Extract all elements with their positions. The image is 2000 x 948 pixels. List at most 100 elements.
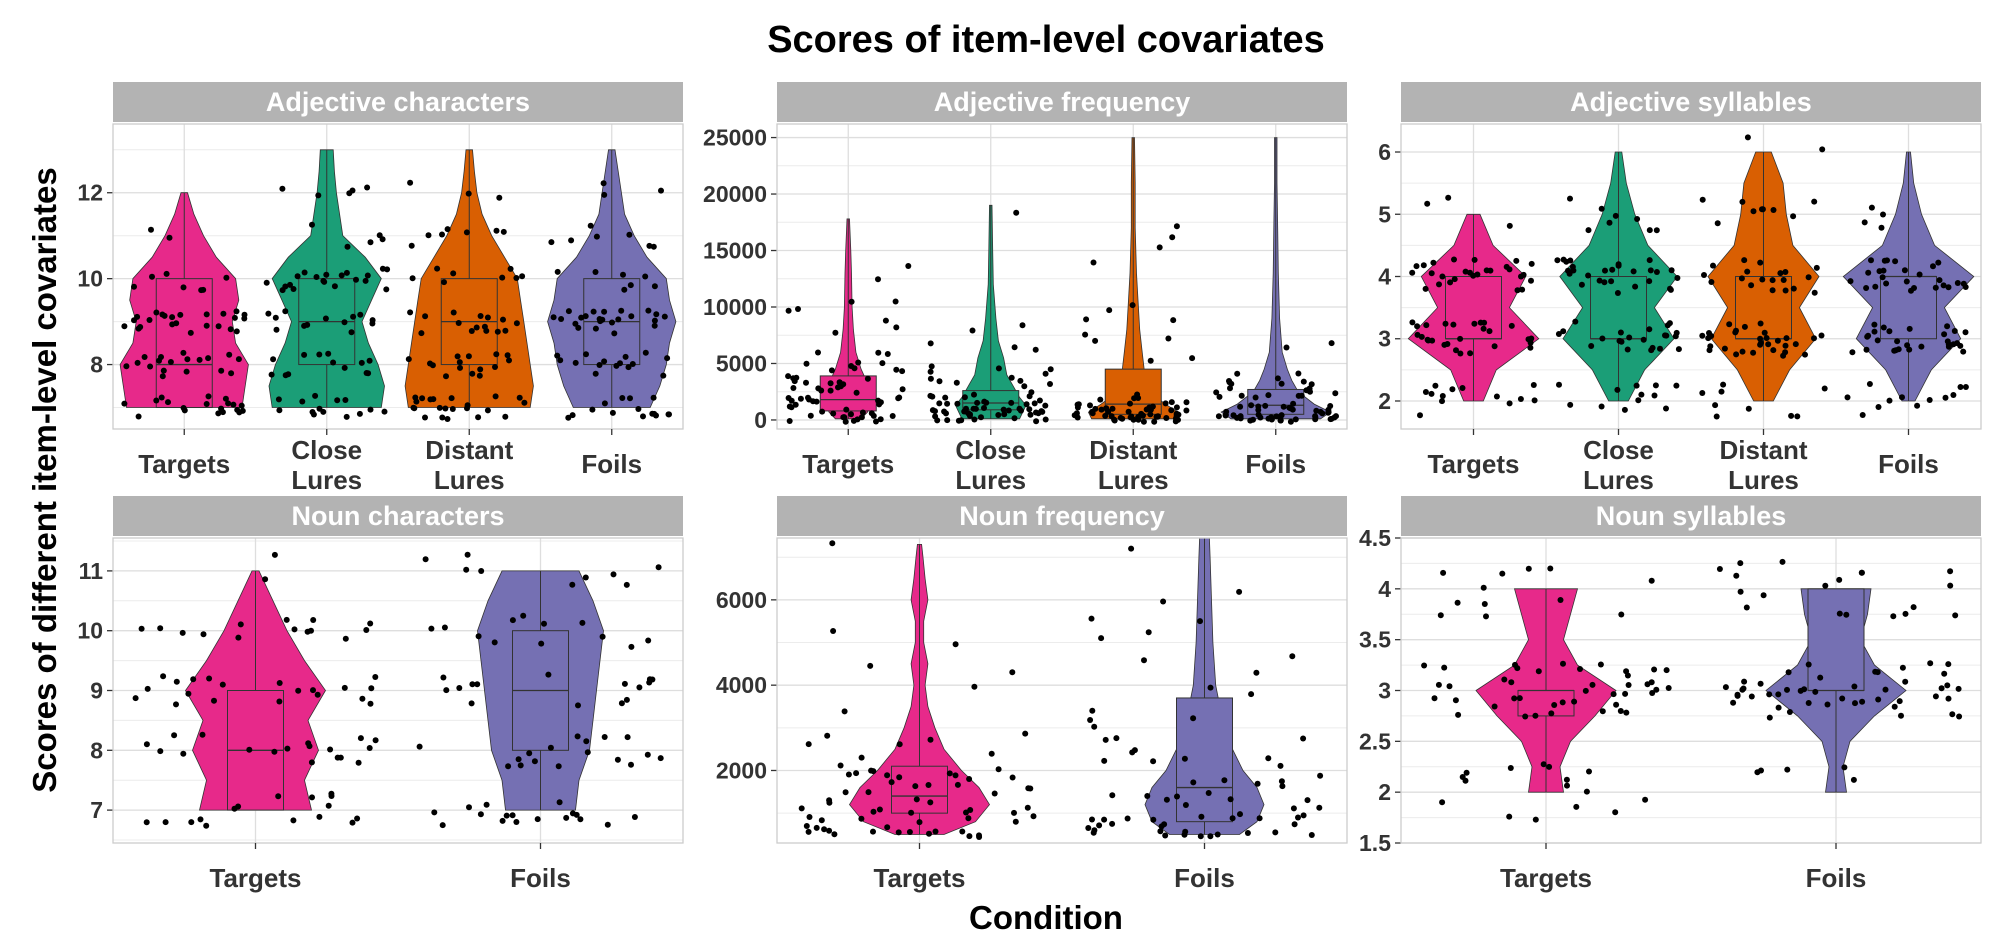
- data-point: [1706, 330, 1712, 336]
- y-tick-label: 4: [1378, 264, 1391, 290]
- data-point: [1766, 691, 1773, 698]
- data-point: [1011, 344, 1018, 351]
- data-point: [1442, 320, 1449, 327]
- data-point: [1102, 736, 1109, 743]
- x-tick-label-close-lures: Close Lures: [291, 435, 362, 495]
- data-point: [223, 274, 230, 281]
- data-point: [545, 671, 552, 678]
- data-point: [159, 373, 166, 380]
- data-point: [1734, 691, 1741, 698]
- data-point: [1331, 414, 1338, 421]
- data-point: [294, 273, 301, 280]
- data-point: [1528, 260, 1535, 267]
- violin-group-foils: [1085, 537, 1324, 840]
- data-point: [895, 829, 902, 836]
- data-point: [1409, 269, 1416, 276]
- data-point: [1506, 222, 1513, 229]
- data-point: [870, 412, 877, 419]
- data-point: [961, 408, 968, 415]
- data-point: [1168, 399, 1175, 406]
- data-point: [1265, 755, 1272, 762]
- data-point: [344, 243, 351, 250]
- data-point: [477, 313, 484, 319]
- data-point: [1483, 267, 1490, 274]
- strip: [777, 496, 1347, 536]
- data-point: [158, 394, 165, 401]
- data-point: [1518, 273, 1524, 280]
- data-point: [629, 361, 636, 367]
- data-point: [1418, 333, 1425, 340]
- data-point: [290, 286, 297, 292]
- data-point: [1039, 408, 1046, 415]
- y-tick-label: 11: [79, 558, 104, 584]
- violin-group-close-lures: [1554, 151, 1682, 413]
- data-point: [905, 263, 912, 269]
- data-point: [1317, 772, 1324, 779]
- data-point: [575, 702, 581, 709]
- data-point: [349, 819, 356, 826]
- data-point: [238, 402, 245, 409]
- data-point: [842, 418, 849, 425]
- data-point: [507, 265, 514, 272]
- data-point: [1713, 413, 1720, 420]
- data-point: [1005, 407, 1012, 414]
- panel-noun-frequency: Noun frequency 2000 4000 6000 Targets Foils: [716, 496, 1348, 893]
- data-point: [1248, 402, 1255, 409]
- data-point: [970, 405, 977, 412]
- data-point: [1113, 735, 1120, 742]
- data-point: [666, 411, 672, 418]
- data-point: [1506, 400, 1513, 407]
- data-point: [363, 627, 370, 633]
- panel-border: [776, 123, 1348, 430]
- data-point: [1141, 657, 1147, 664]
- data-point: [974, 399, 981, 406]
- data-point: [1109, 820, 1116, 827]
- data-point: [1880, 267, 1887, 274]
- violin-group-targets: [1407, 194, 1540, 419]
- y-tick-label: 4: [1378, 576, 1391, 602]
- data-point: [1666, 320, 1673, 327]
- data-point: [316, 351, 323, 358]
- data-point: [368, 685, 375, 692]
- data-point: [282, 308, 289, 315]
- data-point: [623, 696, 630, 703]
- data-point: [1875, 696, 1882, 703]
- data-point: [448, 395, 455, 402]
- data-point: [425, 232, 432, 239]
- data-point: [1908, 287, 1914, 294]
- data-point: [1145, 629, 1152, 636]
- data-point: [1308, 832, 1315, 838]
- data-point: [1930, 263, 1936, 270]
- x-tick-label-line: Distant: [1089, 435, 1177, 465]
- data-point: [237, 621, 244, 628]
- data-point: [1429, 337, 1436, 344]
- data-point: [1649, 690, 1656, 696]
- data-point: [1097, 396, 1104, 403]
- data-point: [369, 320, 376, 327]
- data-point: [995, 766, 1002, 773]
- data-point: [583, 738, 590, 745]
- data-point: [927, 375, 934, 382]
- data-point: [954, 400, 961, 407]
- data-point: [146, 317, 153, 323]
- data-point: [1770, 207, 1777, 213]
- data-point: [1935, 259, 1942, 266]
- data-point: [1759, 276, 1766, 283]
- data-point: [1013, 209, 1020, 216]
- x-tick-label-line: Lures: [291, 465, 362, 495]
- data-point: [624, 734, 631, 741]
- data-point: [1609, 266, 1616, 273]
- data-point: [341, 364, 348, 371]
- strip-title: Adjective characters: [266, 87, 530, 117]
- data-point: [1674, 275, 1681, 281]
- data-point: [177, 311, 184, 318]
- x-tick-label-targets: Targets: [802, 449, 894, 479]
- violin-group-distant-lures: [1071, 137, 1196, 425]
- data-point: [653, 311, 660, 318]
- data-point: [1530, 382, 1537, 388]
- data-point: [991, 790, 998, 797]
- data-point: [1938, 685, 1945, 692]
- data-point: [1516, 695, 1523, 702]
- data-point: [806, 814, 813, 820]
